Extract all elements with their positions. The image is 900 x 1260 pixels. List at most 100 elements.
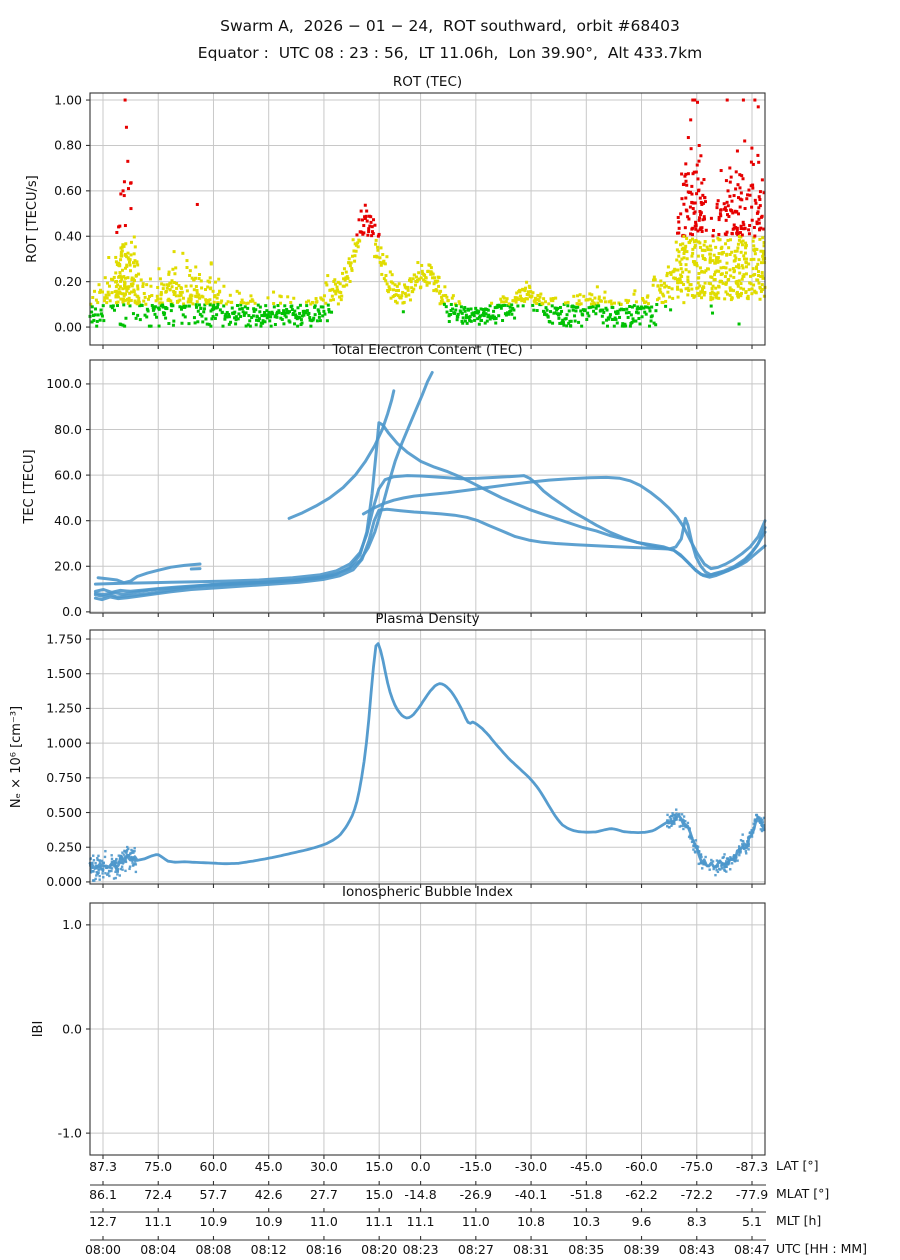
svg-text:0.0: 0.0 — [62, 1021, 82, 1036]
rot-data — [88, 98, 767, 328]
grid-lines — [90, 360, 765, 613]
svg-text:08:27: 08:27 — [458, 1242, 494, 1257]
svg-text:42.6: 42.6 — [255, 1187, 283, 1202]
svg-text:60.0: 60.0 — [200, 1159, 228, 1174]
rot-y-axis-label: ROT [TECU/s] — [25, 175, 40, 262]
svg-text:1.00: 1.00 — [54, 92, 82, 107]
svg-text:11.1: 11.1 — [365, 1214, 393, 1229]
svg-text:27.7: 27.7 — [310, 1187, 338, 1202]
y-tick-labels: 0.00 0.20 0.40 0.60 0.80 1.00 — [54, 92, 82, 334]
svg-text:08:47: 08:47 — [734, 1242, 770, 1257]
svg-text:0.60: 0.60 — [54, 183, 82, 198]
bottom-axis-rows: 87.3 75.0 60.0 45.0 30.0 15.0 0.0 -15.0 -30.0 -45… — [85, 1159, 770, 1257]
grid-lines — [90, 903, 765, 1155]
svg-text:-60.0: -60.0 — [625, 1159, 657, 1174]
svg-text:1.750: 1.750 — [46, 631, 82, 646]
plasma-density-panel: 0.000 0.250 0.500 0.750 1.000 1.250 1.500 1.750… — [9, 629, 766, 889]
svg-text:80.0: 80.0 — [54, 422, 82, 437]
svg-text:08:31: 08:31 — [513, 1242, 549, 1257]
svg-text:9.6: 9.6 — [632, 1214, 652, 1229]
svg-text:0.0: 0.0 — [62, 604, 82, 619]
svg-text:-14.8: -14.8 — [404, 1187, 436, 1202]
svg-text:57.7: 57.7 — [200, 1187, 228, 1202]
svg-text:5.1: 5.1 — [742, 1214, 762, 1229]
ne-y-axis-label: Nₑ × 10⁶ [cm⁻³] — [9, 706, 24, 808]
svg-text:0.00: 0.00 — [54, 319, 82, 334]
svg-text:-75.0: -75.0 — [681, 1159, 713, 1174]
svg-text:-72.2: -72.2 — [681, 1187, 713, 1202]
y-tick-labels: 0.0 20.0 40.0 60.0 80.0 100.0 — [46, 376, 82, 619]
panel-title-rot: ROT (TEC) — [392, 74, 463, 90]
panel-title-tec: Total Electron Content (TEC) — [332, 342, 523, 358]
svg-text:0.250: 0.250 — [46, 840, 82, 855]
rot-scatter-panel: 0.00 0.20 0.40 0.60 0.80 1.00 ROT [TECU/s] — [25, 92, 767, 349]
svg-text:11.0: 11.0 — [310, 1214, 338, 1229]
grid-lines — [90, 93, 765, 345]
svg-text:10.3: 10.3 — [572, 1214, 600, 1229]
svg-text:10.8: 10.8 — [517, 1214, 545, 1229]
svg-text:08:43: 08:43 — [679, 1242, 715, 1257]
svg-text:0.20: 0.20 — [54, 274, 82, 289]
svg-text:86.1: 86.1 — [89, 1187, 117, 1202]
svg-text:08:16: 08:16 — [306, 1242, 342, 1257]
tec-line-panel: 0.0 20.0 40.0 60.0 80.0 100.0 TEC [TECU] — [22, 359, 767, 619]
svg-text:1.500: 1.500 — [46, 666, 82, 681]
svg-text:0.750: 0.750 — [46, 770, 82, 785]
axis-row-label-mlt: MLT [h] — [776, 1213, 822, 1228]
axis-row-values-0: 87.3 75.0 60.0 45.0 30.0 15.0 0.0 -15.0 -30.0 -45… — [89, 1159, 768, 1174]
axis-row-label-mlat: MLAT [°] — [776, 1186, 830, 1201]
svg-text:-30.0: -30.0 — [515, 1159, 547, 1174]
axis-row-values-3: 08:00 08:04 08:08 08:12 08:16 08:20 08:23 08:27… — [85, 1242, 770, 1257]
svg-text:100.0: 100.0 — [46, 376, 82, 391]
svg-text:08:23: 08:23 — [403, 1242, 439, 1257]
svg-text:08:08: 08:08 — [195, 1242, 231, 1257]
svg-text:-40.1: -40.1 — [515, 1187, 547, 1202]
svg-text:15.0: 15.0 — [365, 1187, 393, 1202]
figure-title: Swarm A, 2026 − 01 − 24, ROT southward, … — [220, 17, 680, 35]
svg-text:-45.0: -45.0 — [570, 1159, 602, 1174]
svg-text:30.0: 30.0 — [310, 1159, 338, 1174]
panel-title-ibi: Ionospheric Bubble Index — [341, 884, 513, 900]
svg-text:10.9: 10.9 — [200, 1214, 228, 1229]
svg-text:0.0: 0.0 — [411, 1159, 431, 1174]
axes — [86, 92, 766, 349]
tec-data — [93, 371, 767, 602]
axis-row-label-lat: LAT [°] — [776, 1158, 819, 1173]
svg-text:12.7: 12.7 — [89, 1214, 117, 1229]
y-tick-labels: 0.000 0.250 0.500 0.750 1.000 1.250 1.500 1.750 — [46, 631, 82, 889]
svg-text:11.1: 11.1 — [407, 1214, 435, 1229]
svg-text:-26.9: -26.9 — [460, 1187, 492, 1202]
grid-lines — [90, 630, 765, 884]
svg-text:45.0: 45.0 — [255, 1159, 283, 1174]
svg-text:-77.9: -77.9 — [736, 1187, 768, 1202]
svg-text:11.0: 11.0 — [462, 1214, 490, 1229]
svg-text:-62.2: -62.2 — [625, 1187, 657, 1202]
axis-row-ticks — [90, 1181, 766, 1241]
ibi-panel: -1.0 0.0 1.0 IBI — [31, 902, 766, 1159]
svg-text:08:12: 08:12 — [251, 1242, 287, 1257]
svg-text:08:04: 08:04 — [140, 1242, 176, 1257]
svg-text:72.4: 72.4 — [144, 1187, 172, 1202]
svg-text:75.0: 75.0 — [144, 1159, 172, 1174]
svg-text:-51.8: -51.8 — [570, 1187, 602, 1202]
svg-text:0.80: 0.80 — [54, 138, 82, 153]
svg-text:8.3: 8.3 — [687, 1214, 707, 1229]
panel-title-plasma-density: Plasma Density — [375, 611, 480, 627]
ibi-y-axis-label: IBI — [31, 1021, 46, 1038]
svg-text:08:20: 08:20 — [361, 1242, 397, 1257]
y-tick-labels: -1.0 0.0 1.0 — [58, 917, 82, 1140]
svg-text:11.1: 11.1 — [144, 1214, 172, 1229]
svg-text:40.0: 40.0 — [54, 513, 82, 528]
svg-text:08:00: 08:00 — [85, 1242, 121, 1257]
axis-row-values-1: 86.1 72.4 57.7 42.6 27.7 15.0 -14.8 -26.9 -40.1 -… — [89, 1187, 768, 1202]
svg-text:-15.0: -15.0 — [460, 1159, 492, 1174]
axis-row-values-2: 12.7 11.1 10.9 10.9 11.0 11.1 11.1 11.0 10.8 10.3… — [89, 1214, 762, 1229]
svg-text:15.0: 15.0 — [365, 1159, 393, 1174]
svg-text:-1.0: -1.0 — [58, 1125, 82, 1140]
axes — [86, 359, 766, 617]
svg-text:10.9: 10.9 — [255, 1214, 283, 1229]
svg-text:60.0: 60.0 — [54, 467, 82, 482]
svg-text:1.250: 1.250 — [46, 701, 82, 716]
axes — [86, 629, 766, 888]
